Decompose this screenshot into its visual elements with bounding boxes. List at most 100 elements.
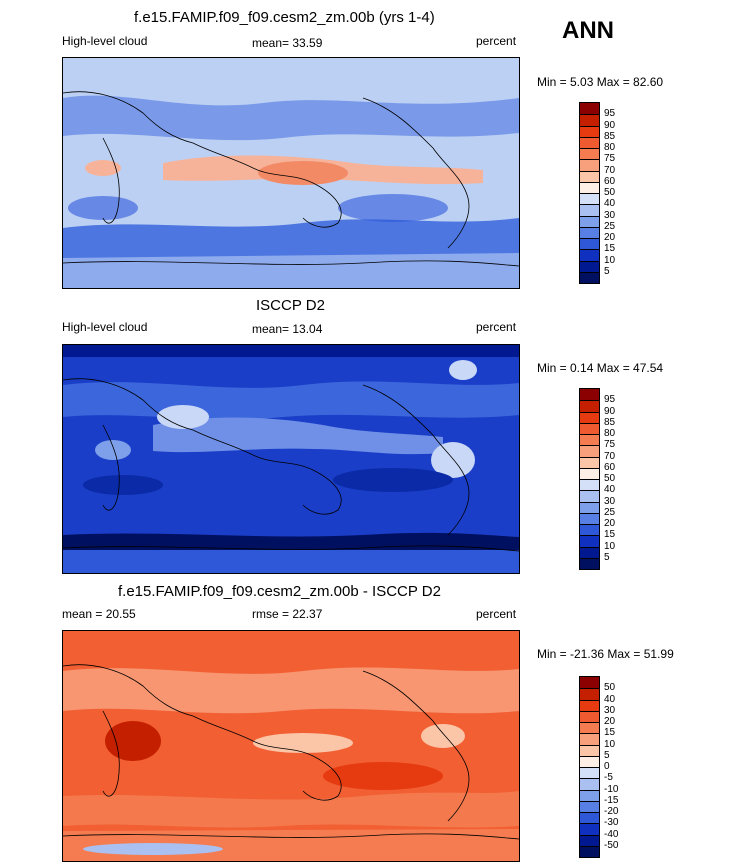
- panel-3-antarctic-negative: [83, 843, 223, 855]
- colorbar-box: [580, 103, 599, 115]
- colorbar-tick-label: 15: [604, 529, 616, 541]
- colorbar-tick-label: -50: [604, 839, 619, 851]
- colorbar-tick-label: 75: [604, 153, 616, 165]
- colorbar-tick-label: 80: [604, 142, 616, 153]
- colorbar-tick-label: -20: [604, 806, 619, 817]
- colorbar-tick-label: 30: [604, 209, 616, 221]
- panel-1-southern-band: [63, 218, 519, 266]
- colorbar-tick-label: 40: [604, 484, 616, 496]
- colorbar-tick-label: 40: [604, 198, 616, 210]
- colorbar-tick-label: 0: [604, 761, 610, 772]
- panel-3-map: [62, 630, 520, 862]
- colorbar-tick-label: -5: [604, 772, 613, 784]
- panel-2-tropical-maximum: [153, 417, 443, 455]
- panel-3-pacific-positive: [323, 762, 443, 790]
- colorbar-box: [580, 699, 599, 711]
- panel-3-title: f.e15.FAMIP.f09_f09.cesm2_zm.00b - ISCCP…: [118, 583, 441, 600]
- colorbar-tick-label: 30: [604, 495, 616, 507]
- colorbar-box: [580, 710, 599, 722]
- colorbar-box: [580, 181, 599, 193]
- panel-1-map: [62, 57, 520, 289]
- colorbar-tick-label: -10: [604, 783, 619, 795]
- colorbar-tick-label: 80: [604, 428, 616, 439]
- colorbar-tick-label: 25: [604, 506, 616, 518]
- colorbar-tick-label: 70: [604, 164, 616, 176]
- colorbar-tick-label: 10: [604, 540, 616, 552]
- colorbar-tick-label: 60: [604, 175, 616, 187]
- colorbar-box: [580, 456, 599, 468]
- panel-3-colorbar: 50 40 30 20 15 10 5 0 -5 -10 -15 -20 -30 -40 -50: [579, 676, 618, 858]
- colorbar-tick-label: 30: [604, 704, 616, 716]
- colorbar-tick-label: 5: [604, 551, 610, 563]
- colorbar-tick-label: 15: [604, 243, 616, 255]
- colorbar-tick-label: 60: [604, 461, 616, 473]
- panel-2-northern-band: [63, 381, 519, 420]
- colorbar-box: [580, 159, 599, 171]
- panel-3-africa-positive: [105, 721, 161, 761]
- panel-3-warm-pool-small-bias: [253, 733, 353, 753]
- panel-3-map-svg: [63, 631, 519, 861]
- panel-2-map-svg: [63, 345, 519, 573]
- panel-1-left-label: High-level cloud: [62, 34, 148, 48]
- colorbar-box: [580, 834, 599, 846]
- panel-2-subtropical-minimum: [333, 468, 453, 492]
- colorbar-tick-label: 5: [604, 749, 610, 761]
- panel-3-coastlines: [63, 664, 519, 840]
- colorbar-box: [580, 271, 599, 283]
- colorbar-box: [580, 767, 599, 779]
- panel-1-colorbar: 95 90 85 80 75 70 60 50 40 30 25 20 15 10 5: [579, 102, 615, 284]
- colorbar-tick-label: 15: [604, 727, 616, 739]
- colorbar-box: [580, 789, 599, 801]
- colorbar-box: [580, 148, 599, 160]
- colorbar-box: [580, 812, 599, 824]
- colorbar-box: [580, 238, 599, 250]
- colorbar-tick-label: 90: [604, 405, 616, 417]
- colorbar-box: [580, 688, 599, 700]
- panel-2-mean-label: mean= 13.04: [252, 322, 323, 336]
- colorbar-box: [580, 193, 599, 205]
- colorbar-box: [580, 400, 599, 412]
- panel-2-antarctic-band: [63, 550, 519, 573]
- colorbar-box: [580, 845, 599, 857]
- colorbar-tick-label: 40: [604, 693, 616, 705]
- colorbar-box: [580, 136, 599, 148]
- panel-3-southern-band: [63, 791, 519, 828]
- colorbar-box: [580, 755, 599, 767]
- colorbar-box: [580, 170, 599, 182]
- colorbar-box: [580, 512, 599, 524]
- panel-3-units-label: percent: [476, 607, 517, 621]
- panel-3-minmax-label: Min = -21.36 Max = 51.99: [537, 647, 674, 661]
- panel-1-map-svg: [63, 58, 519, 288]
- colorbar-box: [580, 490, 599, 502]
- colorbar-box: [580, 249, 599, 261]
- panel-1-coastlines: [63, 91, 519, 267]
- panel-2-colorbar: 95 90 85 80 75 70 60 50 40 30 25 20 15 10 5: [579, 388, 615, 570]
- colorbar-tick-label: -30: [604, 817, 619, 829]
- panel-3-northern-band: [63, 667, 519, 714]
- panel-1-warm-pool: [258, 161, 348, 185]
- colorbar-box: [580, 204, 599, 216]
- colorbar-box: [580, 800, 599, 812]
- panel-2-tibet-maximum: [157, 405, 209, 429]
- panel-2-coastlines: [63, 378, 519, 552]
- colorbar-tick-label: -15: [604, 794, 619, 806]
- colorbar-box: [580, 479, 599, 491]
- panel-1-subtropical-minimum: [338, 194, 448, 222]
- colorbar-box: [580, 411, 599, 423]
- colorbar-box: [580, 215, 599, 227]
- colorbar-tick-label: 50: [604, 187, 616, 198]
- panel-2-antarctic-edge: [63, 532, 519, 550]
- colorbar-tick-label: 20: [604, 518, 616, 529]
- panel-3-rmse-label: rmse = 22.37: [252, 607, 323, 621]
- panel-2-greenland-maximum: [449, 360, 477, 380]
- colorbar-box: [580, 524, 599, 536]
- colorbar-box: [580, 389, 599, 401]
- colorbar-box: [580, 778, 599, 790]
- colorbar-box: [580, 722, 599, 734]
- panel-2-map: [62, 344, 520, 574]
- panel-2-minmax-label: Min = 0.14 Max = 47.54: [537, 361, 664, 375]
- colorbar-tick-label: 5: [604, 265, 610, 277]
- colorbar-tick-label: 85: [604, 416, 616, 428]
- colorbar-tick-label: 85: [604, 130, 616, 142]
- colorbar-tick-label: 70: [604, 450, 616, 462]
